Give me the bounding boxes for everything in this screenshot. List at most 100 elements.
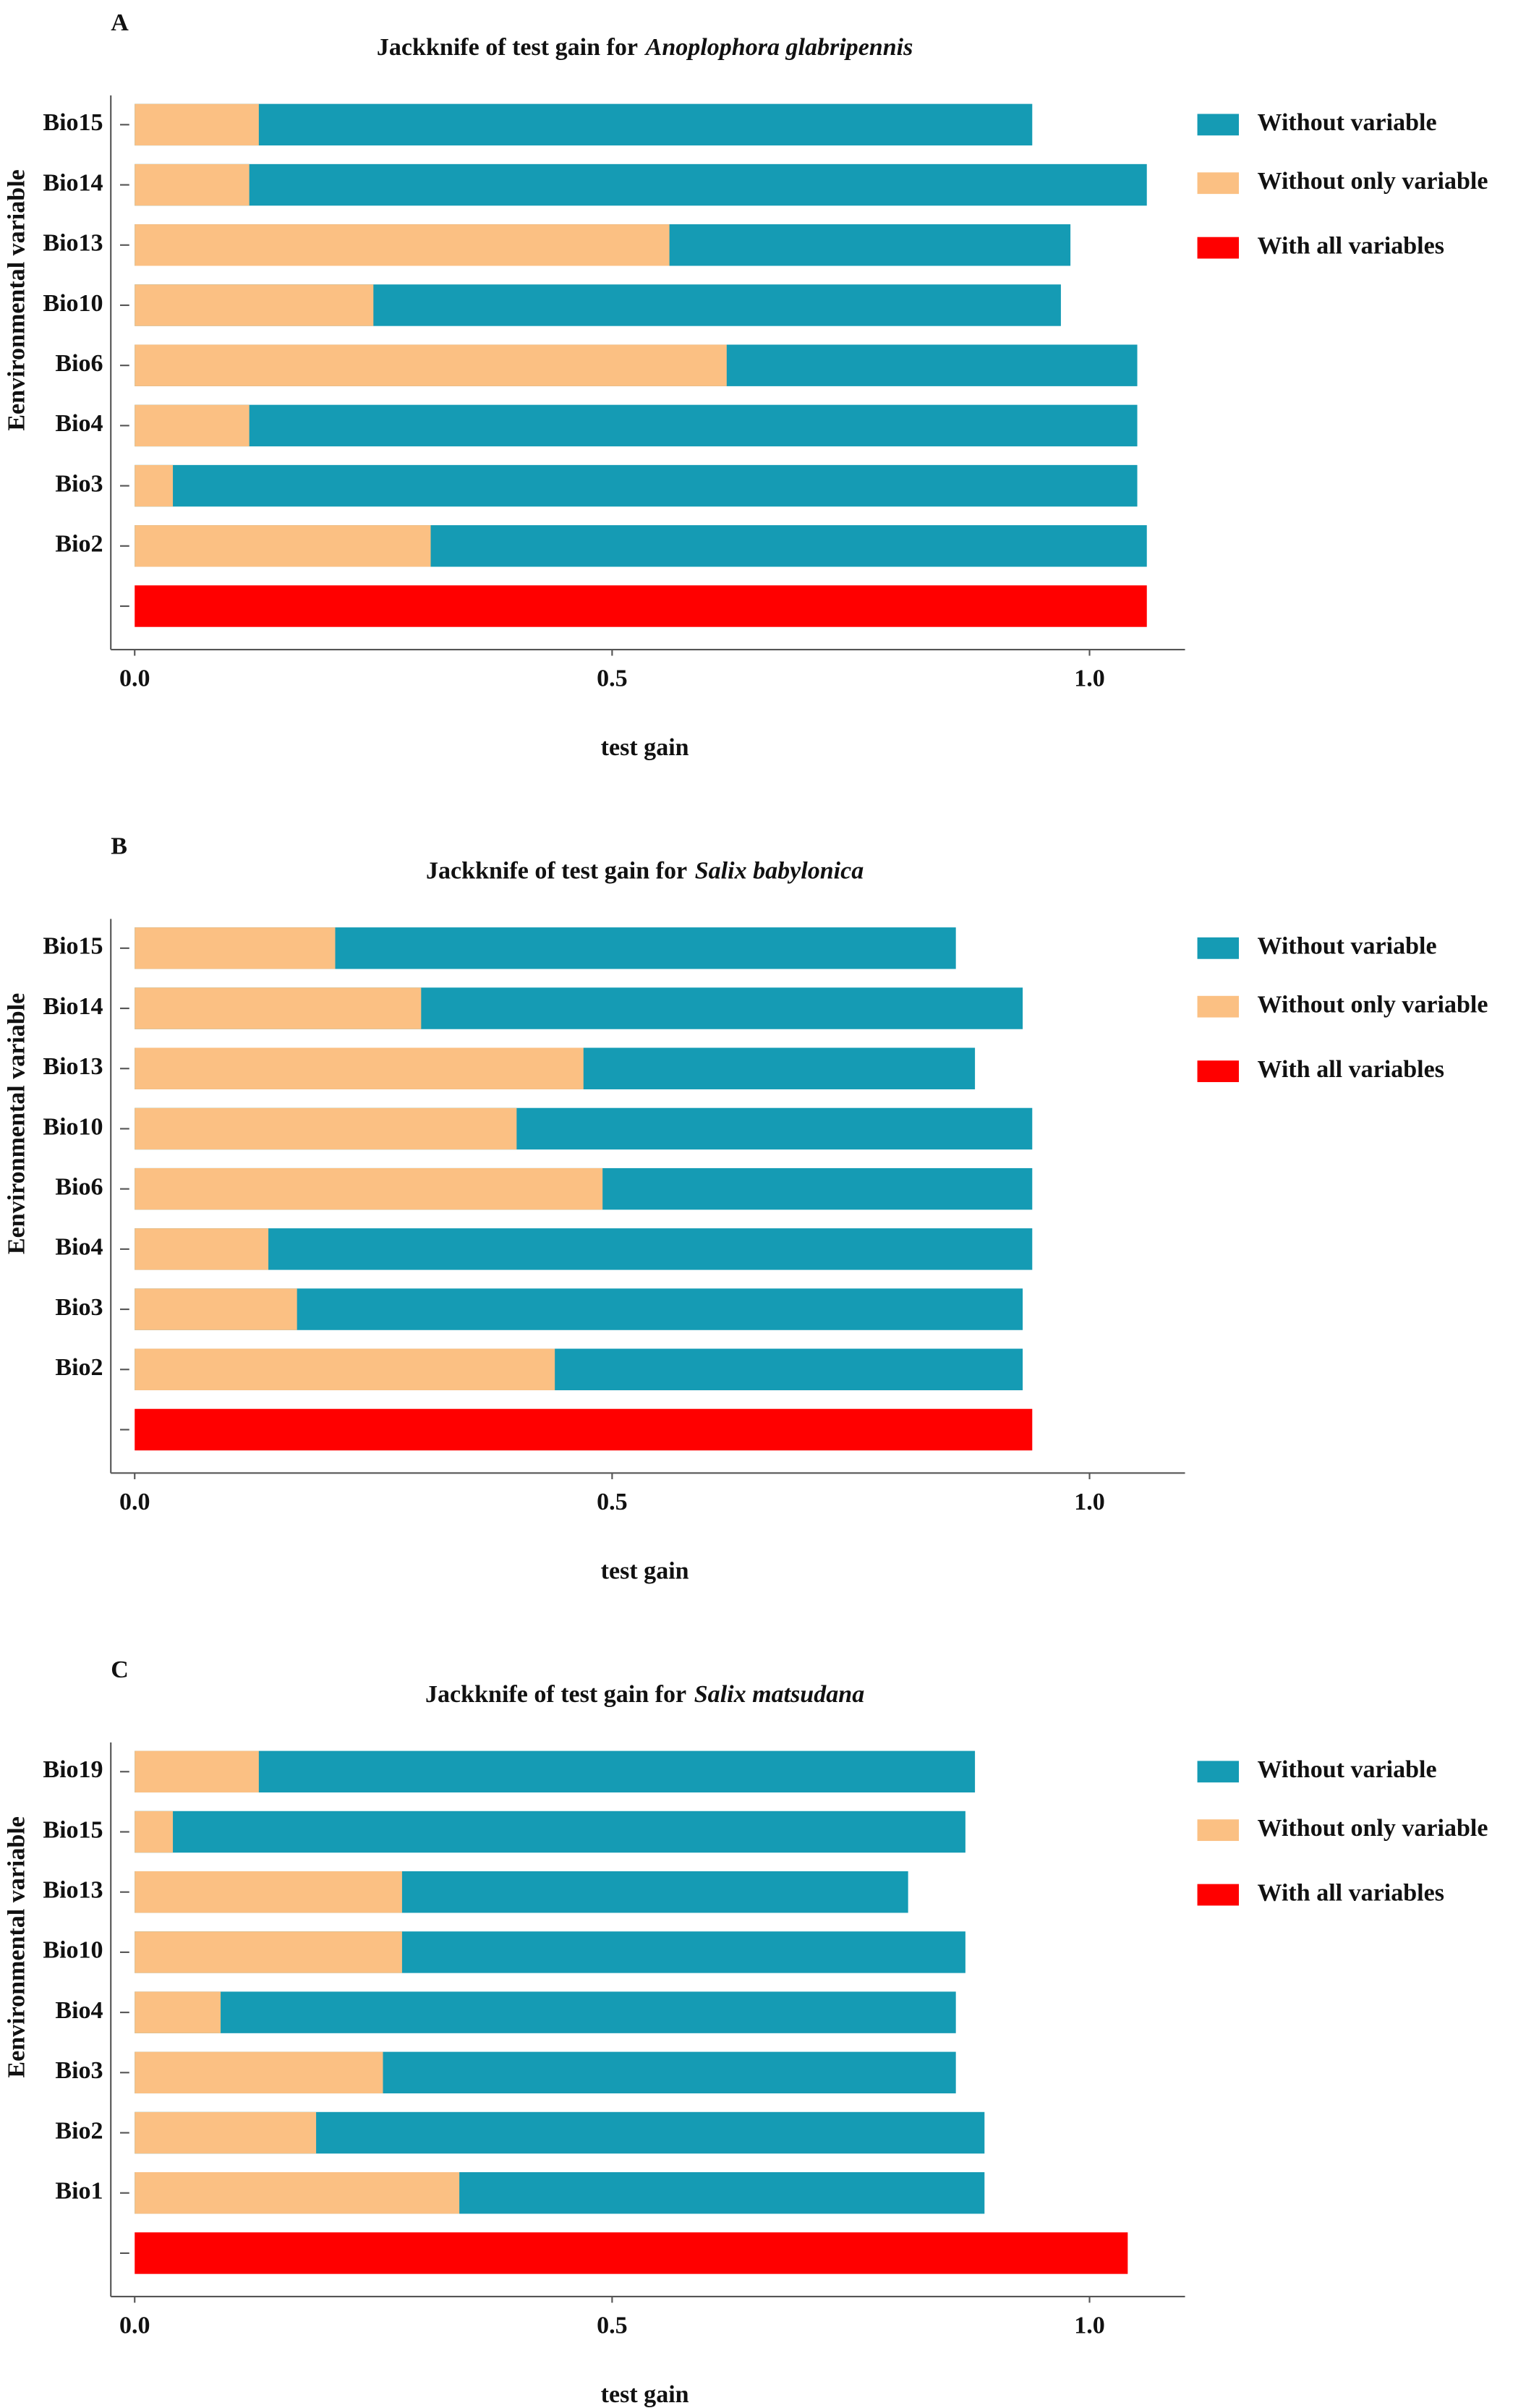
title-text: Jackknife of test gain for [426, 857, 687, 884]
bar [135, 585, 1147, 627]
title-species: Anoplophora glabripennis [644, 34, 913, 61]
y-tick-label: Bio4 [55, 1997, 103, 2024]
y-tick-label: Bio14 [43, 169, 103, 196]
bar [135, 1931, 402, 1973]
y-tick-label: Bio2 [55, 1354, 103, 1381]
legend-label: Without only variable [1258, 168, 1488, 195]
bar [135, 1288, 297, 1330]
panel-label: A [111, 9, 129, 36]
title-text: Jackknife of test gain for [425, 1681, 686, 1708]
title-species: Salix matsudana [694, 1681, 864, 1708]
y-tick-label: Bio10 [43, 290, 103, 317]
y-tick-label: Bio2 [55, 531, 103, 558]
y-tick-label: Bio13 [43, 1877, 103, 1904]
legend-swatch [1197, 1819, 1240, 1842]
x-axis-label: test gain [601, 1558, 689, 1585]
bar [135, 1750, 259, 1793]
y-tick-label: Bio1 [55, 2178, 103, 2205]
y-tick-label: Bio15 [43, 109, 103, 136]
bar [135, 103, 1033, 146]
x-tick-label: 0.0 [119, 665, 150, 692]
bar [135, 163, 1147, 206]
y-tick-label: Bio13 [43, 1053, 103, 1080]
bar [135, 1107, 517, 1150]
x-tick-label: 0.5 [597, 2312, 628, 2339]
legend-swatch [1197, 937, 1240, 959]
bar [135, 927, 336, 969]
x-tick-label: 0.0 [119, 2312, 150, 2339]
bar [135, 1228, 269, 1270]
y-tick-label: Bio3 [55, 470, 103, 497]
panel: B Jackknife of test gain for Salix babylon… [3, 833, 1488, 1584]
x-axis-label: test gain [601, 2381, 689, 2408]
bar [135, 464, 1138, 507]
bar [135, 284, 374, 326]
bar [135, 404, 250, 447]
legend-label: Without variable [1258, 1756, 1437, 1783]
chart-title: Jackknife of test gain for Anoplophora gl… [377, 34, 913, 61]
bar [135, 224, 670, 266]
legend-swatch [1197, 1060, 1240, 1082]
x-tick-label: 1.0 [1074, 665, 1105, 692]
y-tick-label: Bio3 [55, 1294, 103, 1321]
legend-label: Without only variable [1258, 992, 1488, 1018]
x-tick-label: 1.0 [1074, 2312, 1105, 2339]
y-tick-label: Bio2 [55, 2117, 103, 2144]
y-tick-label: Bio15 [43, 1816, 103, 1843]
legend-label: With all variables [1258, 1879, 1444, 1906]
bar [135, 1811, 965, 1853]
bar [135, 525, 431, 567]
bar [135, 2232, 1128, 2274]
y-tick-label: Bio4 [55, 410, 103, 437]
legend-label: Without variable [1258, 933, 1437, 960]
bar [135, 1348, 555, 1390]
bar [135, 1811, 174, 1853]
x-axis-label: test gain [601, 734, 689, 761]
y-axis-label: Eenvironmental variable [3, 993, 30, 1254]
bar [135, 464, 174, 507]
panel-label: B [111, 833, 127, 859]
bar [135, 404, 1138, 447]
legend-swatch [1197, 172, 1240, 195]
y-tick-label: Bio13 [43, 230, 103, 257]
legend-swatch [1197, 1761, 1240, 1783]
panel: C Jackknife of test gain for Salix matsuda… [3, 1656, 1488, 2408]
legend-swatch [1197, 1884, 1240, 1906]
title-species: Salix babylonica [695, 857, 864, 884]
panel: A Jackknife of test gain for Anoplophora g… [3, 9, 1488, 761]
bar [135, 163, 250, 206]
title-text: Jackknife of test gain for [377, 34, 638, 61]
x-tick-label: 1.0 [1074, 1489, 1105, 1515]
y-tick-label: Bio15 [43, 933, 103, 960]
legend-swatch [1197, 995, 1240, 1018]
bar [135, 1750, 976, 1793]
legend-swatch [1197, 114, 1240, 136]
x-tick-label: 0.5 [597, 1489, 628, 1515]
y-tick-label: Bio10 [43, 1113, 103, 1140]
y-tick-label: Bio19 [43, 1756, 103, 1783]
bar [135, 1408, 1033, 1451]
bar [135, 103, 259, 146]
y-tick-label: Bio10 [43, 1937, 103, 1964]
y-axis-label: Eenvironmental variable [3, 1816, 30, 2077]
bar [135, 344, 727, 386]
legend-label: With all variables [1258, 232, 1444, 259]
y-tick-label: Bio6 [55, 1173, 103, 1200]
y-tick-label: Bio4 [55, 1234, 103, 1261]
bar [135, 1871, 402, 1913]
y-tick-label: Bio14 [43, 993, 103, 1020]
bar [135, 2051, 383, 2094]
bar [135, 2111, 317, 2154]
legend-label: With all variables [1258, 1056, 1444, 1083]
panel-label: C [111, 1656, 129, 1683]
legend-label: Without variable [1258, 109, 1437, 136]
y-axis-label: Eenvironmental variable [3, 169, 30, 430]
bar [135, 1991, 956, 2033]
bar [135, 1047, 584, 1089]
bar [135, 1991, 221, 2033]
bar [135, 987, 422, 1029]
chart-title: Jackknife of test gain for Salix matsudan… [425, 1681, 864, 1708]
y-tick-label: Bio6 [55, 350, 103, 377]
